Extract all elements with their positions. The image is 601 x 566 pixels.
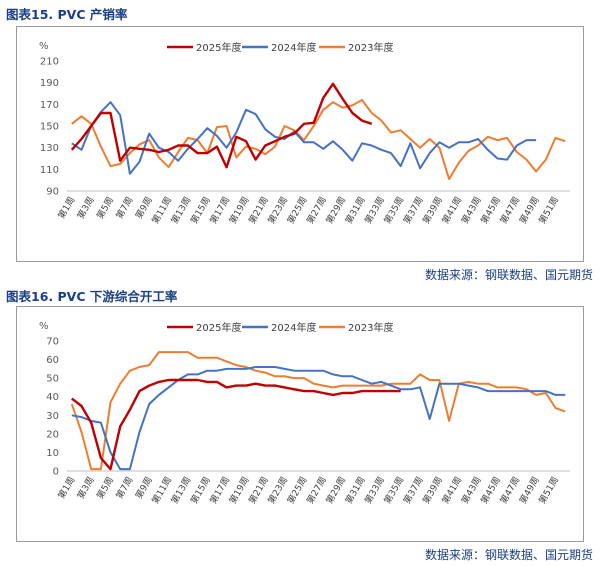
legend-label-2023年度: 2023年度 (348, 41, 393, 54)
x-tick-label: 第1周 (55, 195, 77, 222)
x-tick-label: 第9周 (133, 195, 155, 222)
x-tick-label: 第51周 (536, 475, 561, 507)
figure-16-title: 图表16. PVC 下游综合开工率 (6, 289, 178, 304)
x-tick-label: 第5周 (94, 195, 116, 222)
y-tick-label: 40 (46, 392, 59, 403)
x-tick-label: 第7周 (113, 475, 135, 502)
series-line-2024年度 (71, 366, 566, 471)
y-unit-label: % (39, 41, 49, 52)
y-tick-label: 30 (46, 411, 59, 422)
legend-label-2025年度: 2025年度 (196, 321, 241, 334)
y-tick-label: 150 (40, 122, 59, 133)
y-tick-label: 110 (40, 165, 59, 176)
series-line-2025年度 (71, 378, 401, 471)
series-line-2024年度 (71, 101, 537, 175)
y-tick-label: 170 (40, 100, 59, 111)
y-tick-label: 70 (46, 337, 59, 348)
series-line-2025年度 (70, 82, 373, 169)
legend-label-2024年度: 2024年度 (271, 321, 316, 334)
legend-label-2023年度: 2023年度 (348, 321, 393, 334)
x-tick-label: 第9周 (133, 475, 155, 502)
x-tick-label: 第7周 (113, 195, 135, 222)
y-tick-label: 10 (46, 448, 59, 459)
x-tick-label: 第5周 (94, 475, 116, 502)
y-tick-label: 20 (46, 429, 59, 440)
chart-15-box: % 90 110 130 150 170 190 210 第1周 第3周 第5周 第7周 第9周 第11周… (16, 26, 584, 262)
figure-15-source: 数据来源：钢联数据、国元期货 (424, 268, 593, 282)
y-tick-label: 190 (40, 78, 59, 89)
y-tick-label: 50 (46, 374, 59, 385)
chart-16-svg: %010203040506070第1周第3周第5周第7周第9周第11周第13周第… (39, 321, 570, 507)
x-tick-label: 第3周 (75, 475, 97, 502)
y-tick-label: 90 (46, 187, 59, 198)
y-tick-label: 60 (46, 355, 59, 366)
legend-label-2024年度: 2024年度 (271, 41, 316, 54)
y-unit-label: % (39, 321, 49, 332)
x-tick-label: 第3周 (75, 195, 97, 222)
chart-15-svg: %90110130150170190210第1周第3周第5周第7周第9周第11周… (39, 41, 570, 227)
legend-label-2025年度: 2025年度 (196, 41, 241, 54)
figure-15-title: 图表15. PVC 产销率 (6, 7, 128, 22)
x-tick-label: 第1周 (55, 475, 77, 502)
y-tick-label: 210 (40, 57, 59, 68)
y-tick-label: 130 (40, 143, 59, 154)
figure-16-source: 数据来源：钢联数据、国元期货 (424, 548, 593, 562)
series-line-2023年度 (71, 99, 566, 181)
y-tick-label: 0 (53, 467, 59, 478)
series-line-2023年度 (70, 351, 566, 471)
x-tick-label: 第51周 (536, 195, 561, 227)
chart-16-box: % 0 10 20 30 40 50 60 70 第1周 第3周 第5周 第7周 第9周 第11周 第13周第… (16, 306, 584, 542)
